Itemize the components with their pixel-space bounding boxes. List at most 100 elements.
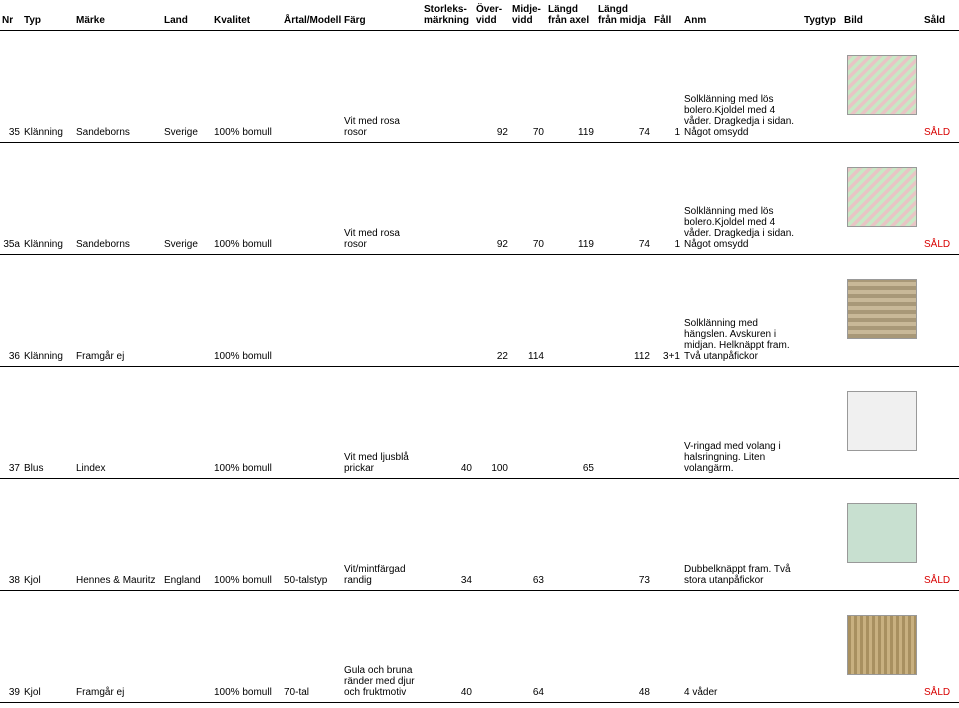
cell-sald: SÅLD xyxy=(922,143,959,255)
cell-typ: Kjol xyxy=(22,591,74,703)
thumbnail-image xyxy=(847,55,917,115)
cell-marke: Lindex xyxy=(74,367,162,479)
cell-langd-axel xyxy=(546,479,596,591)
cell-kvalitet: 100% bomull xyxy=(212,367,282,479)
cell-midjevidd: 114 xyxy=(510,255,546,367)
cell-typ: Klänning xyxy=(22,31,74,143)
cell-fall xyxy=(652,591,682,703)
cell-anm: 4 våder xyxy=(682,591,802,703)
cell-anm: Solklänning med lös bolero.Kjoldel med 4… xyxy=(682,143,802,255)
cell-fall: 3+1 xyxy=(652,255,682,367)
cell-sald xyxy=(922,255,959,367)
table-row: 36KlänningFramgår ej100% bomull221141123… xyxy=(0,255,959,367)
cell-marke: Hennes & Mauritz xyxy=(74,479,162,591)
cell-sald: SÅLD xyxy=(922,479,959,591)
cell-anm: Solklänning med hängslen. Avskuren i mid… xyxy=(682,255,802,367)
cell-land: Sverige xyxy=(162,31,212,143)
cell-langd-axel: 119 xyxy=(546,31,596,143)
cell-midjevidd xyxy=(510,367,546,479)
cell-storlek: 34 xyxy=(422,479,474,591)
cell-artal: 50-talstyp xyxy=(282,479,342,591)
cell-nr: 35a xyxy=(0,143,22,255)
cell-bild xyxy=(842,255,922,367)
table-row: 38KjolHennes & MauritzEngland100% bomull… xyxy=(0,479,959,591)
cell-midjevidd: 70 xyxy=(510,31,546,143)
table-row: 35aKlänningSandebornsSverige100% bomullV… xyxy=(0,143,959,255)
cell-bild xyxy=(842,479,922,591)
cell-tygtyp xyxy=(802,143,842,255)
cell-artal: 70-tal xyxy=(282,591,342,703)
cell-langd-midja: 74 xyxy=(596,31,652,143)
table-header-row: Nr Typ Märke Land Kvalitet Årtal/Modell … xyxy=(0,0,959,31)
cell-midjevidd: 64 xyxy=(510,591,546,703)
col-artal: Årtal/Modell xyxy=(282,0,342,31)
cell-langd-midja: 112 xyxy=(596,255,652,367)
cell-nr: 37 xyxy=(0,367,22,479)
cell-langd-midja: 48 xyxy=(596,591,652,703)
col-nr: Nr xyxy=(0,0,22,31)
thumbnail-image xyxy=(847,615,917,675)
cell-marke: Sandeborns xyxy=(74,143,162,255)
col-anm: Anm xyxy=(682,0,802,31)
cell-midjevidd: 70 xyxy=(510,143,546,255)
cell-typ: Klänning xyxy=(22,255,74,367)
cell-langd-midja: 74 xyxy=(596,143,652,255)
cell-langd-axel xyxy=(546,591,596,703)
cell-bild xyxy=(842,591,922,703)
cell-land xyxy=(162,367,212,479)
cell-overvidd: 100 xyxy=(474,367,510,479)
cell-midjevidd: 63 xyxy=(510,479,546,591)
cell-storlek xyxy=(422,255,474,367)
cell-overvidd: 92 xyxy=(474,31,510,143)
cell-tygtyp xyxy=(802,255,842,367)
cell-bild xyxy=(842,143,922,255)
cell-kvalitet: 100% bomull xyxy=(212,143,282,255)
cell-farg xyxy=(342,255,422,367)
cell-nr: 39 xyxy=(0,591,22,703)
col-storlek: Storleks-märkning xyxy=(422,0,474,31)
col-langd-axel: Längdfrån axel xyxy=(546,0,596,31)
cell-tygtyp xyxy=(802,479,842,591)
cell-langd-axel xyxy=(546,255,596,367)
table-row: 39KjolFramgår ej100% bomull70-talGula oc… xyxy=(0,591,959,703)
cell-tygtyp xyxy=(802,367,842,479)
table-row: 37BlusLindex100% bomullVit med ljusblå p… xyxy=(0,367,959,479)
cell-marke: Framgår ej xyxy=(74,255,162,367)
cell-fall: 1 xyxy=(652,143,682,255)
cell-farg: Gula och bruna ränder med djur och frukt… xyxy=(342,591,422,703)
cell-overvidd: 92 xyxy=(474,143,510,255)
cell-farg: Vit med rosa rosor xyxy=(342,143,422,255)
cell-storlek: 40 xyxy=(422,367,474,479)
cell-langd-axel: 119 xyxy=(546,143,596,255)
thumbnail-image xyxy=(847,503,917,563)
cell-farg: Vit med rosa rosor xyxy=(342,31,422,143)
cell-fall xyxy=(652,479,682,591)
col-kvalitet: Kvalitet xyxy=(212,0,282,31)
clothing-catalog-table: Nr Typ Märke Land Kvalitet Årtal/Modell … xyxy=(0,0,959,703)
thumbnail-image xyxy=(847,391,917,451)
cell-farg: Vit/mintfärgad randig xyxy=(342,479,422,591)
cell-langd-axel: 65 xyxy=(546,367,596,479)
cell-kvalitet: 100% bomull xyxy=(212,255,282,367)
cell-land: Sverige xyxy=(162,143,212,255)
cell-artal xyxy=(282,31,342,143)
cell-overvidd: 22 xyxy=(474,255,510,367)
cell-tygtyp xyxy=(802,31,842,143)
cell-artal xyxy=(282,255,342,367)
cell-farg: Vit med ljusblå prickar xyxy=(342,367,422,479)
cell-land: England xyxy=(162,479,212,591)
thumbnail-image xyxy=(847,279,917,339)
col-typ: Typ xyxy=(22,0,74,31)
cell-kvalitet: 100% bomull xyxy=(212,479,282,591)
cell-bild xyxy=(842,367,922,479)
cell-langd-midja: 73 xyxy=(596,479,652,591)
col-marke: Märke xyxy=(74,0,162,31)
col-fall: Fåll xyxy=(652,0,682,31)
cell-nr: 35 xyxy=(0,31,22,143)
table-row: 35KlänningSandebornsSverige100% bomullVi… xyxy=(0,31,959,143)
cell-fall: 1 xyxy=(652,31,682,143)
col-langd-midja: Längdfrån midja xyxy=(596,0,652,31)
cell-land xyxy=(162,255,212,367)
cell-overvidd xyxy=(474,591,510,703)
cell-artal xyxy=(282,367,342,479)
